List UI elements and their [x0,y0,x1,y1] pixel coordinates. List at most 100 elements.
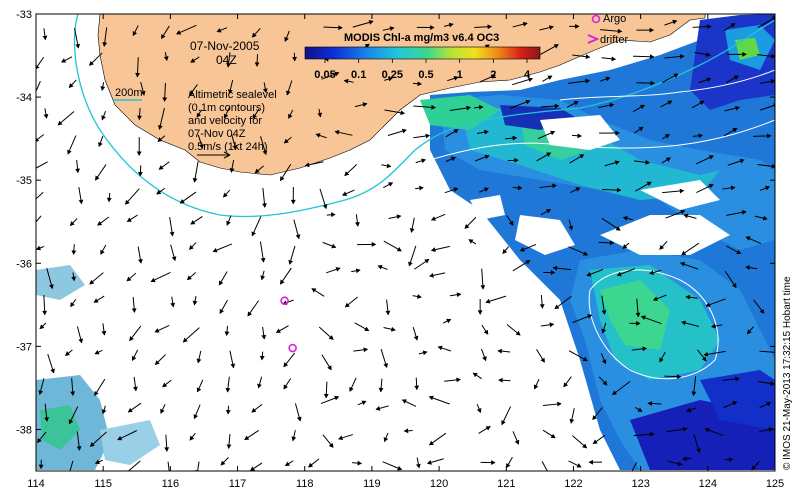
velocity-arrowhead [70,391,76,397]
velocity-arrowhead [38,464,44,470]
velocity-arrowhead [514,439,520,445]
annotation-line: 07-Nov 04Z [188,128,246,140]
velocity-arrowhead [673,73,679,78]
isobath-200m [73,14,775,218]
velocity-arrowhead [637,407,643,412]
velocity-arrowhead [196,387,202,393]
velocity-arrowhead [680,209,686,215]
velocity-arrowhead [491,460,496,466]
velocity-arrowhead [226,62,231,68]
velocity-arrowhead [226,220,231,226]
velocity-arrowhead [602,380,608,386]
velocity-arrowhead [291,436,297,442]
velocity-arrowhead [647,401,653,406]
velocity-arrowhead [383,437,389,443]
velocity-arrowhead [124,470,126,471]
velocity-arrowhead [403,428,409,434]
velocity-arrowhead [456,292,462,298]
velocity-arrowhead [368,20,374,25]
velocity-arrowhead [135,72,140,78]
x-tick-label: 123 [631,478,649,490]
velocity-arrowhead [157,137,163,142]
velocity-arrowhead [652,296,658,301]
velocity-arrowhead [97,221,103,226]
velocity-arrowhead [68,419,74,425]
velocity-arrowhead [592,439,598,445]
velocity-arrowhead [169,231,175,237]
velocity-arrowhead [223,113,229,119]
velocity-arrowhead [453,76,459,81]
velocity-arrowhead [98,142,103,148]
velocity-arrowhead [30,226,34,230]
velocity-arrowhead [288,259,294,265]
velocity-arrowhead [557,401,562,407]
velocity-arrowhead [767,133,772,139]
velocity-arrowhead [161,33,166,39]
velocity-arrowhead [154,328,160,333]
velocity-arrowhead [386,163,392,169]
velocity-arrowhead [377,264,383,270]
velocity-arrowhead [260,275,266,281]
velocity-arrowhead [588,459,593,465]
velocity-arrowhead [582,356,588,362]
velocity-arrowhead [343,78,349,84]
velocity-arrowhead [548,25,554,30]
velocity-arrowhead [140,90,146,96]
velocity-arrowhead [67,149,72,155]
velocity-arrowhead [437,345,443,351]
velocity-arrowhead [430,25,435,30]
velocity-arrowhead [640,315,646,321]
y-tick-label: -36 [16,258,32,270]
velocity-arrowhead [101,115,106,121]
velocity-arrowhead [296,416,302,422]
drifter-legend-icon [587,34,600,44]
velocity-arrowhead [517,185,523,191]
altimetry-annotation: Altimetric sealevel (0.1m contours) and … [188,89,277,159]
colorbar-title: MODIS Chl-a mg/m3 v6.4 OC3 [344,32,499,44]
velocity-arrowhead [50,368,55,374]
x-tick-label: 124 [699,478,717,490]
velocity-arrowhead [683,213,689,219]
velocity-arrowhead [425,133,431,139]
y-tick-label: -37 [16,341,32,353]
velocity-arrowhead [251,231,256,237]
velocity-arrowhead [127,407,133,413]
velocity-arrowhead [286,90,291,96]
velocity-arrowhead [649,431,655,437]
velocity-arrowhead [230,363,236,369]
chlorophyll-layer [36,14,775,470]
scale-arrowhead [223,151,231,159]
velocity-arrowhead [408,261,413,267]
velocity-arrowhead [547,473,550,477]
velocity-arrowhead [163,56,169,61]
x-tick-label: 122 [564,478,582,490]
velocity-arrowhead [43,113,49,119]
velocity-arrowhead [94,390,99,397]
velocity-arrowhead [759,308,765,314]
velocity-arrowhead [334,129,340,135]
colorbar: MODIS Chl-a mg/m3 v6.4 OC3 0.05 0.1 0.25 0.… [304,32,541,81]
y-tick-label: -38 [16,424,32,436]
velocity-arrowhead [262,88,268,94]
velocity-arrowhead [705,52,711,57]
velocity-arrowhead [485,426,491,431]
x-tick-label: 117 [229,478,247,490]
velocity-arrowhead [746,329,752,335]
velocity-arrowhead [401,399,407,404]
y-tick-label: -35 [16,175,32,187]
velocity-arrowhead [154,360,160,366]
velocity-arrowhead [383,363,388,368]
velocity-arrowhead [525,99,531,105]
colorbar-ticks: 0.05 0.1 0.25 0.5 1 2 4 [314,59,531,81]
velocity-arrowhead [592,415,598,421]
velocity-arrowhead [162,382,168,388]
velocity-arrowhead [552,183,557,189]
velocity-arrowhead [251,32,257,38]
velocity-arrowhead [257,383,262,389]
map-time: 04Z [216,53,237,67]
velocity-arrowhead [745,265,750,271]
annotation-line: (0.1m contours) [188,102,265,114]
velocity-arrowhead [484,154,490,160]
velocity-arrowhead [244,435,250,441]
velocity-arrowhead [225,387,231,393]
